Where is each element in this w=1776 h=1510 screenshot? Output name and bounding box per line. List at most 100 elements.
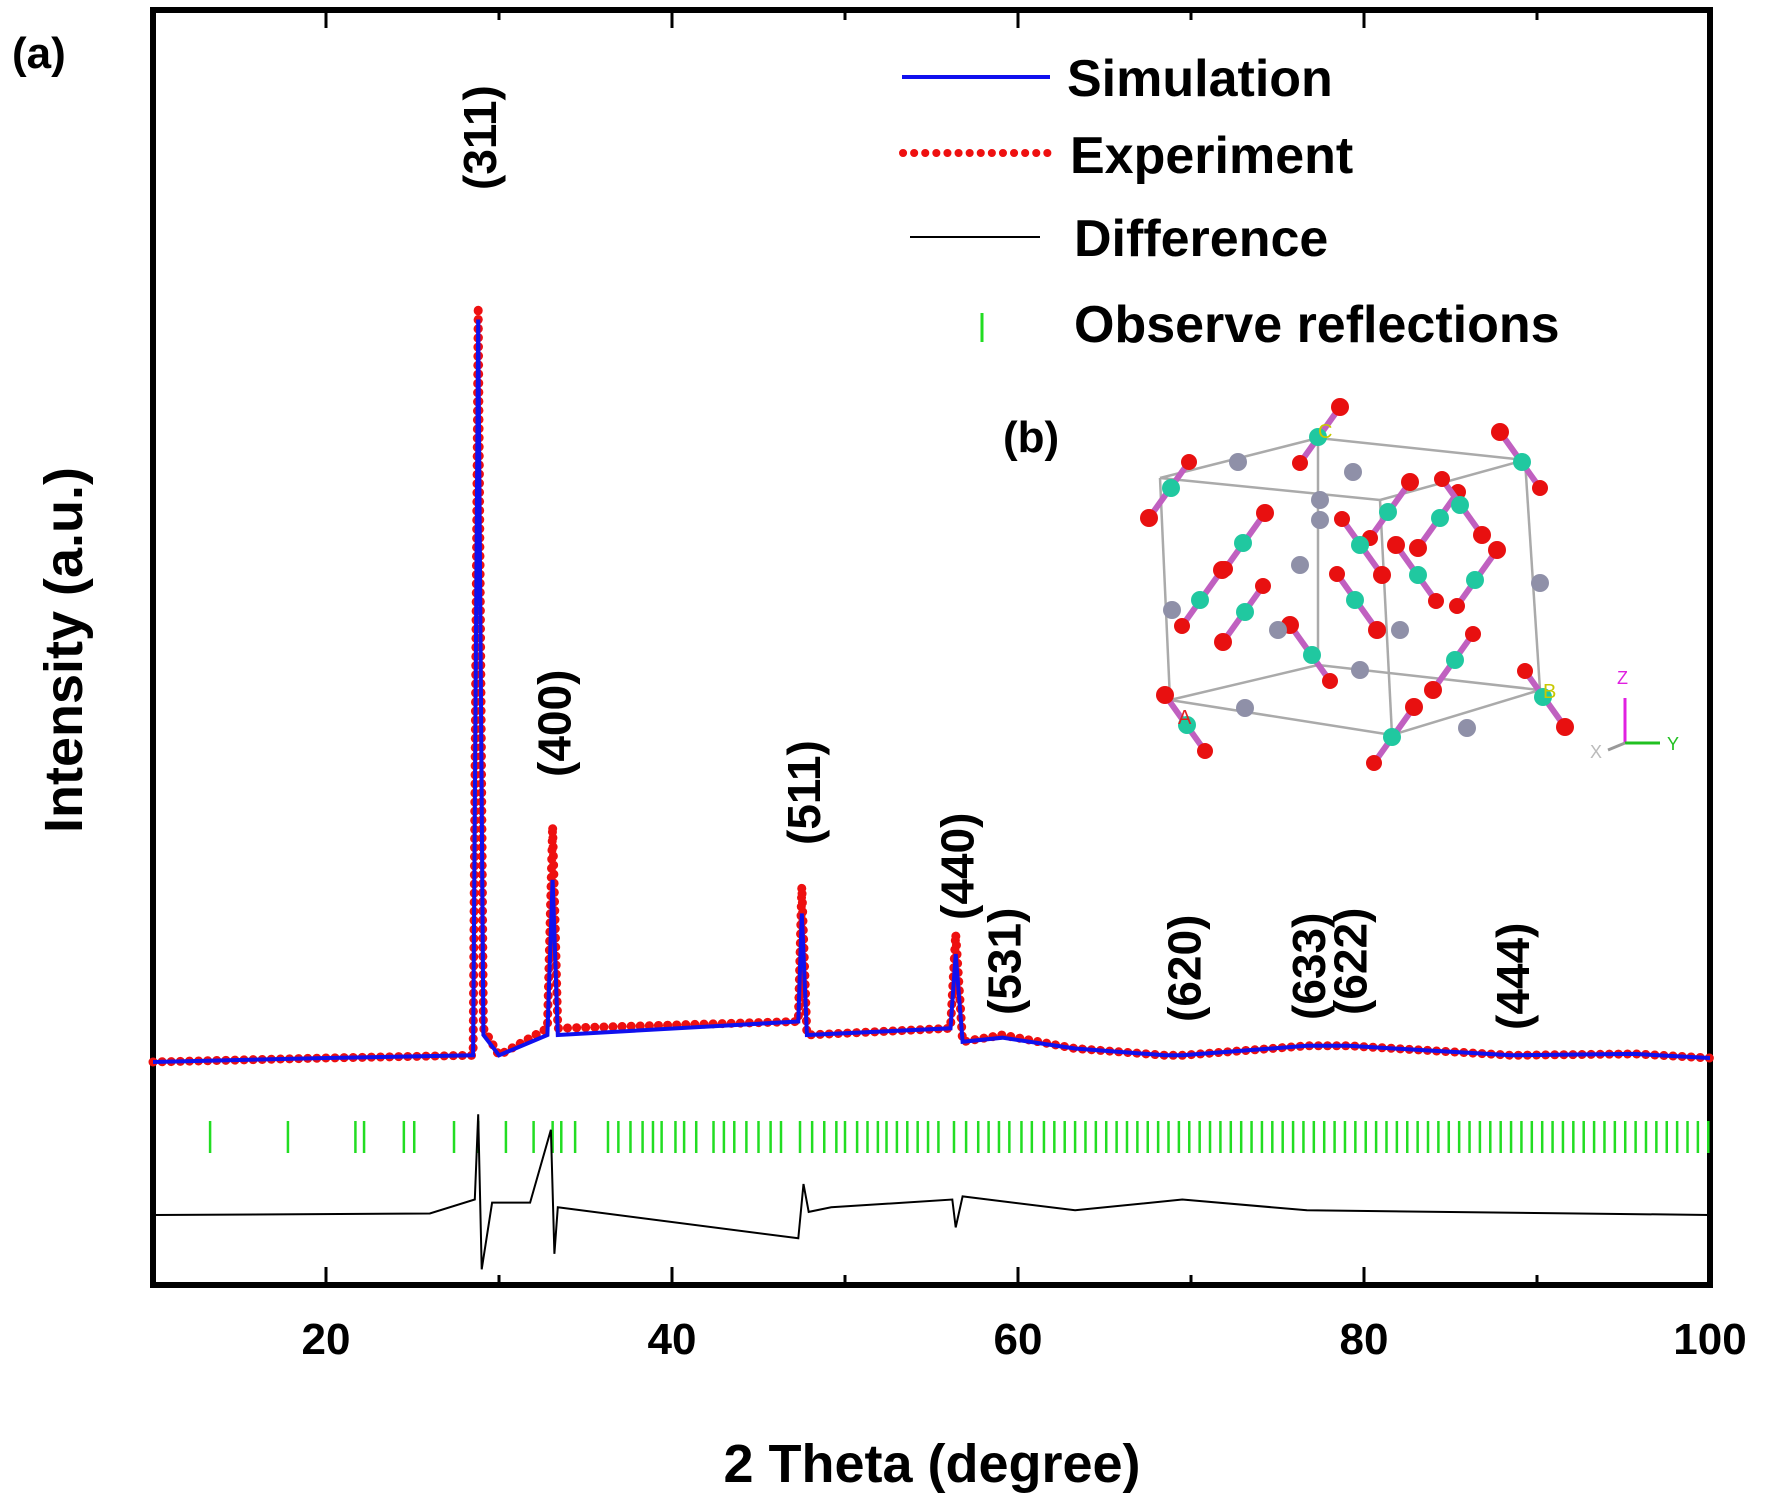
- legend-reflections-label: Observe reflections: [1074, 296, 1560, 354]
- cell-edge: [1169, 663, 1319, 702]
- cation-atom: [1311, 511, 1329, 529]
- oxygen-atom: [1331, 398, 1349, 416]
- oxygen-atom: [1434, 471, 1450, 487]
- anion-atom: [1431, 509, 1449, 527]
- cell-edge: [1523, 459, 1542, 691]
- panel-label-b: (b): [1003, 413, 1059, 462]
- oxygen-atom: [1197, 743, 1213, 759]
- cell-label-b: B: [1543, 681, 1556, 703]
- anion-atom: [1379, 503, 1397, 521]
- simulation-line: [152, 319, 1711, 1064]
- oxygen-atom: [1532, 480, 1548, 496]
- z-axis-label: Z: [1617, 668, 1628, 688]
- oxygen-atom: [1334, 511, 1350, 527]
- oxygen-atom: [1409, 539, 1427, 557]
- x-tick-label: 100: [1673, 1315, 1746, 1364]
- peak-label: (620): [1158, 915, 1210, 1022]
- oxygen-atom: [1373, 566, 1391, 584]
- peak-label: (633): [1283, 913, 1335, 1020]
- cell-edge: [1317, 436, 1526, 462]
- y-axis-label: Y: [1667, 734, 1679, 754]
- plot-frame: [150, 7, 1713, 1288]
- oxygen-atom: [1488, 541, 1506, 559]
- legend-experiment-label: Experiment: [1070, 127, 1353, 185]
- x-axis-arrow: [1607, 741, 1626, 752]
- cation-atom: [1311, 491, 1329, 509]
- cell-edge: [1159, 476, 1381, 502]
- cell-label-c: C: [1318, 421, 1332, 443]
- anion-atom: [1534, 688, 1552, 706]
- oxygen-atom: [1213, 561, 1231, 579]
- legend-simulation-label: Simulation: [1067, 50, 1333, 108]
- oxygen-atom: [1292, 455, 1308, 471]
- oxygen-atom: [1366, 755, 1382, 771]
- oxygen-atom: [1156, 686, 1174, 704]
- cation-atom: [1531, 574, 1549, 592]
- oxygen-atom: [1322, 673, 1338, 689]
- oxygen-atom: [1214, 633, 1232, 651]
- peak-label: (511): [778, 740, 830, 845]
- cation-atom: [1269, 621, 1287, 639]
- oxygen-atom: [1368, 621, 1386, 639]
- oxygen-atom: [1424, 681, 1442, 699]
- anion-atom: [1513, 453, 1531, 471]
- oxygen-atom: [1329, 566, 1345, 582]
- anion-atom: [1451, 496, 1469, 514]
- anion-atom: [1309, 428, 1327, 446]
- cell-edge: [1169, 698, 1393, 737]
- x-tick-label: 60: [994, 1315, 1043, 1364]
- atoms: [1140, 398, 1574, 771]
- peak-label: (622): [1324, 908, 1376, 1015]
- anion-atom: [1178, 716, 1196, 734]
- oxygen-atom: [1428, 593, 1444, 609]
- peak-label: (444): [1487, 923, 1539, 1030]
- cell-edge: [1391, 688, 1541, 737]
- peak-label: (311): [454, 85, 506, 190]
- oxygen-atom: [1517, 663, 1533, 679]
- oxygen-atom: [1174, 618, 1190, 634]
- peak-label: (440): [932, 813, 984, 920]
- y-axis-title: Intensity (a.u.): [34, 467, 94, 833]
- oxygen-atom: [1140, 509, 1158, 527]
- cell-edge: [1158, 477, 1172, 701]
- cation-atom: [1344, 463, 1362, 481]
- panel-label-a: (a): [12, 29, 66, 78]
- anion-atom: [1446, 651, 1464, 669]
- oxygen-atom: [1465, 626, 1481, 642]
- anion-atom: [1234, 534, 1252, 552]
- cation-atom: [1163, 601, 1181, 619]
- oxygen-atom: [1449, 598, 1465, 614]
- oxygen-atom: [1255, 578, 1271, 594]
- cell-label-a: A: [1178, 707, 1192, 729]
- difference-line: [152, 1114, 1711, 1270]
- x-axis: 20 40 60 80 100: [151, 10, 1747, 1364]
- crystal-structure-inset: (b) C A B Z Y X: [1003, 398, 1679, 771]
- x-tick-label: 20: [302, 1315, 351, 1364]
- cation-atom: [1351, 661, 1369, 679]
- orientation-axes: Z Y X: [1590, 668, 1679, 762]
- oxygen-atom: [1473, 526, 1491, 544]
- oxygen-atom: [1387, 536, 1405, 554]
- anion-atom: [1466, 571, 1484, 589]
- oxygen-atom: [1491, 423, 1509, 441]
- oxygen-atom: [1256, 504, 1274, 522]
- anion-atom: [1351, 536, 1369, 554]
- anion-atom: [1236, 603, 1254, 621]
- cation-atom: [1229, 453, 1247, 471]
- oxygen-atom: [1405, 698, 1423, 716]
- anion-atom: [1162, 479, 1180, 497]
- anion-atom: [1409, 566, 1427, 584]
- oxygen-atom: [1556, 718, 1574, 736]
- anion-atom: [1191, 591, 1209, 609]
- cation-atom: [1291, 556, 1309, 574]
- peak-labels: (311) (400) (511) (440)(531) (620) (633)(622)…: [454, 85, 1539, 1030]
- cell-edge: [1378, 499, 1394, 736]
- cation-atom: [1458, 719, 1476, 737]
- cation-atom: [1391, 621, 1409, 639]
- legend: Simulation Experiment Difference Observe…: [899, 50, 1560, 354]
- peak-label: (531): [978, 908, 1030, 1015]
- reflection-ticks: [208, 1121, 1710, 1153]
- oxygen-atom: [1181, 454, 1197, 470]
- oxygen-atom: [1401, 473, 1419, 491]
